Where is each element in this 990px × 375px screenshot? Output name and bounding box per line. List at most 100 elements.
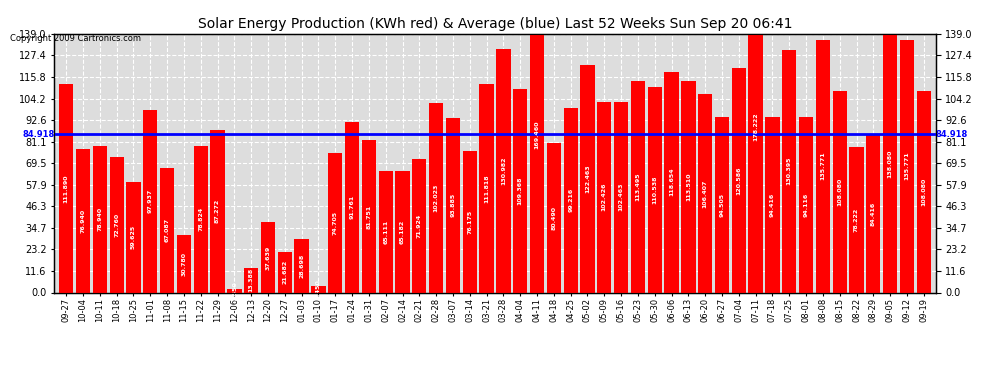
Bar xyxy=(883,36,897,292)
Text: 94.505: 94.505 xyxy=(720,192,725,217)
Bar xyxy=(127,182,141,292)
Bar xyxy=(496,49,511,292)
Text: 109.368: 109.368 xyxy=(518,177,523,205)
Bar xyxy=(361,140,376,292)
Bar xyxy=(580,64,595,292)
Bar xyxy=(530,0,544,292)
Bar xyxy=(328,153,343,292)
Bar xyxy=(311,286,326,292)
Bar xyxy=(294,239,309,292)
Bar xyxy=(378,171,393,292)
Bar xyxy=(194,146,208,292)
Text: 37.639: 37.639 xyxy=(265,245,270,270)
Text: 67.087: 67.087 xyxy=(164,218,169,242)
Bar xyxy=(513,89,528,292)
Bar xyxy=(715,117,730,292)
Bar xyxy=(614,102,629,292)
Text: 71.924: 71.924 xyxy=(417,213,422,238)
Text: 76.175: 76.175 xyxy=(467,210,472,234)
Text: 97.937: 97.937 xyxy=(148,189,152,213)
Bar xyxy=(160,168,174,292)
Bar xyxy=(732,68,745,292)
Text: 59.625: 59.625 xyxy=(131,225,136,249)
Bar xyxy=(110,157,124,292)
Text: 135.771: 135.771 xyxy=(905,152,910,180)
Text: 113.495: 113.495 xyxy=(636,172,641,201)
Bar xyxy=(211,130,225,292)
Text: 130.395: 130.395 xyxy=(787,157,792,185)
Text: 80.490: 80.490 xyxy=(551,206,556,230)
Text: 102.023: 102.023 xyxy=(434,183,439,212)
Text: 13.388: 13.388 xyxy=(248,268,253,292)
Bar xyxy=(144,110,157,292)
Bar xyxy=(664,72,679,292)
Bar xyxy=(681,81,696,292)
Text: 130.982: 130.982 xyxy=(501,156,506,185)
Bar xyxy=(799,117,813,292)
Text: 118.654: 118.654 xyxy=(669,168,674,196)
Bar xyxy=(647,87,662,292)
Text: 84.918: 84.918 xyxy=(936,130,968,139)
Text: 102.463: 102.463 xyxy=(619,183,624,211)
Bar xyxy=(563,108,578,292)
Text: 108.080: 108.080 xyxy=(922,178,927,206)
Text: 94.416: 94.416 xyxy=(770,192,775,217)
Text: 78.824: 78.824 xyxy=(198,207,203,231)
Bar xyxy=(900,40,914,292)
Bar xyxy=(698,94,713,292)
Text: 99.216: 99.216 xyxy=(568,188,573,212)
Text: 169.460: 169.460 xyxy=(535,120,540,149)
Bar xyxy=(597,102,612,292)
Bar xyxy=(748,0,762,292)
Text: 84.416: 84.416 xyxy=(871,202,876,226)
Text: 108.080: 108.080 xyxy=(838,178,842,206)
Text: 30.780: 30.780 xyxy=(181,252,186,276)
Bar xyxy=(917,91,931,292)
Bar xyxy=(833,91,846,292)
Text: 1.650: 1.650 xyxy=(232,281,237,301)
Bar xyxy=(245,268,258,292)
Text: 93.885: 93.885 xyxy=(450,193,455,217)
Text: 28.698: 28.698 xyxy=(299,254,304,278)
Bar xyxy=(93,146,107,292)
Bar xyxy=(866,135,880,292)
Text: 78.222: 78.222 xyxy=(854,208,859,232)
Text: 120.586: 120.586 xyxy=(737,166,742,195)
Bar xyxy=(228,290,242,292)
Text: 87.272: 87.272 xyxy=(215,199,220,223)
Text: 78.940: 78.940 xyxy=(97,207,102,231)
Bar xyxy=(631,81,645,292)
Bar xyxy=(76,149,90,292)
Text: 94.116: 94.116 xyxy=(804,193,809,217)
Bar xyxy=(395,171,410,292)
Text: 21.682: 21.682 xyxy=(282,260,287,285)
Bar xyxy=(479,84,494,292)
Text: 81.751: 81.751 xyxy=(366,204,371,228)
Text: 106.407: 106.407 xyxy=(703,179,708,208)
Text: 110.538: 110.538 xyxy=(652,176,657,204)
Bar xyxy=(177,235,191,292)
Text: 122.463: 122.463 xyxy=(585,164,590,193)
Bar xyxy=(462,151,477,292)
Text: 74.705: 74.705 xyxy=(333,211,338,235)
Bar xyxy=(59,84,73,292)
Text: 91.761: 91.761 xyxy=(349,195,354,219)
Bar xyxy=(546,142,561,292)
Text: 178.222: 178.222 xyxy=(753,112,758,141)
Text: Copyright 2009 Cartronics.com: Copyright 2009 Cartronics.com xyxy=(10,34,141,43)
Bar xyxy=(816,40,830,292)
Bar xyxy=(849,147,863,292)
Text: 72.760: 72.760 xyxy=(114,213,119,237)
Bar xyxy=(277,252,292,292)
Text: 113.510: 113.510 xyxy=(686,172,691,201)
Text: 111.818: 111.818 xyxy=(484,174,489,203)
Bar xyxy=(429,103,444,292)
Text: 135.771: 135.771 xyxy=(821,152,826,180)
Text: 3.450: 3.450 xyxy=(316,279,321,299)
Text: 138.080: 138.080 xyxy=(888,150,893,178)
Text: 65.111: 65.111 xyxy=(383,220,388,244)
Bar xyxy=(765,117,779,292)
Bar xyxy=(345,122,359,292)
Bar xyxy=(412,159,427,292)
Title: Solar Energy Production (KWh red) & Average (blue) Last 52 Weeks Sun Sep 20 06:4: Solar Energy Production (KWh red) & Aver… xyxy=(198,17,792,31)
